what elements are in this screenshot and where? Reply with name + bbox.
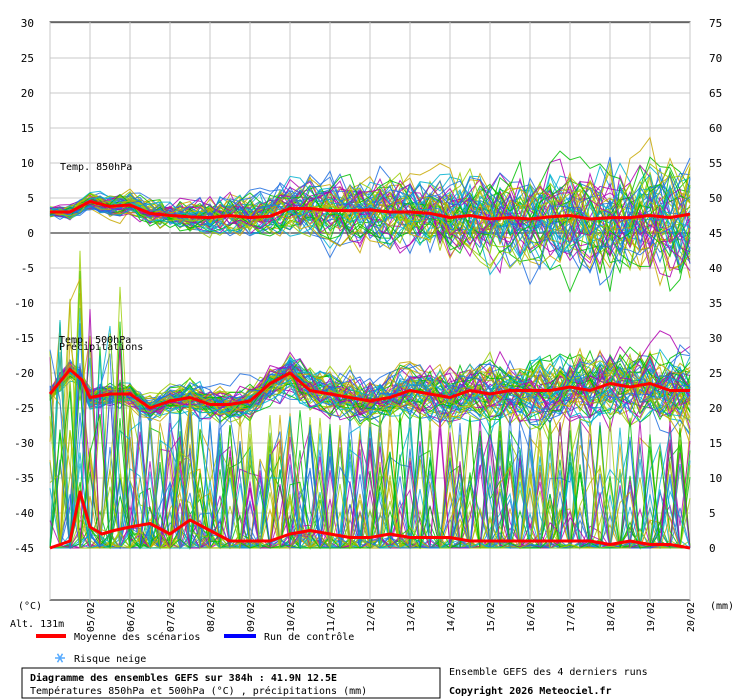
footer-subtitle: Températures 850hPa et 500hPa (°C) , pré… [30,685,367,697]
x-tick-label: 12/02 [366,602,377,632]
x-tick-label: 08/02 [206,602,217,632]
ensemble-member-line [49,355,691,423]
x-tick-label: 15/02 [486,602,497,632]
left-tick-label: -30 [14,437,34,450]
x-tick-label: 20/02 [686,602,697,632]
left-tick-label: -20 [14,367,34,380]
ensemble-precip-line [49,349,691,549]
x-tick-label: 19/02 [646,602,657,632]
left-tick-label: -5 [21,262,34,275]
right-tick-label: 40 [709,262,722,275]
footer-title: Diagramme des ensembles GEFS sur 384h : … [30,672,337,684]
right-tick-label: 55 [709,157,722,170]
x-tick-label: 07/02 [166,602,177,632]
right-axis-unit: (mm) [710,601,734,612]
ensemble-member-line [49,353,691,424]
right-tick-label: 75 [709,17,722,30]
right-tick-label: 20 [709,402,722,415]
left-tick-label: 20 [21,87,34,100]
left-axis-unit: (°C) [18,601,42,612]
ensemble-member-line [49,363,691,436]
mean-line-t850 [50,200,691,221]
x-tick-label: 17/02 [566,602,577,632]
panel-label-t850: Temp. 850hPa [60,162,132,173]
ensemble-precip-line [50,437,691,550]
x-tick-label: 16/02 [526,602,537,632]
x-tick-label: 11/02 [326,602,337,632]
x-tick-label: 18/02 [606,602,617,632]
ensemble-member-line [49,167,691,266]
left-tick-label: -10 [14,297,34,310]
mean-lines [48,200,691,550]
left-tick-label: 10 [21,157,34,170]
ensemble-member-line [49,170,691,271]
ensemble-member-line [49,365,691,438]
right-tick-label: 60 [709,122,722,135]
ensemble-note: Ensemble GEFS des 4 derniers runs [449,667,648,678]
right-tick-label: 70 [709,52,722,65]
mean-line-precip [49,490,691,550]
footer-title-box [21,667,441,699]
right-tick-label: 50 [709,192,722,205]
panel-label-precip: Précipitations [59,341,143,353]
legend-mean-label: Moyenne des scénarios [74,631,200,643]
ensemble-member-line [49,182,691,258]
ensemble-member-line [49,180,691,272]
legend-control-swatch [224,634,256,638]
snowflake-icon [55,653,65,663]
altitude-label: Alt. 131m [10,619,64,630]
ensemble-member-line [49,365,691,429]
left-tick-label: -25 [14,402,34,415]
right-tick-label: 25 [709,367,722,380]
x-axis-ticks: 05/02 06/02 07/02 08/02 09/02 10/02 11/02 12/02… [86,602,697,632]
x-tick-label: 06/02 [126,602,137,632]
left-tick-label: 25 [21,52,34,65]
ensemble-precip-line [49,419,691,550]
ensemble-precip-line [50,405,691,550]
left-tick-label: 5 [27,192,34,205]
x-tick-label: 10/02 [286,602,297,632]
copyright: Copyright 2026 Meteociel.fr [449,685,612,697]
right-tick-label: 10 [709,472,722,485]
legend-mean-swatch [36,634,66,638]
x-tick-label: 09/02 [246,602,257,632]
right-tick-label: 30 [709,332,722,345]
left-tick-label: 15 [21,122,34,135]
right-tick-label: 35 [709,297,722,310]
left-tick-label: 30 [21,17,34,30]
right-tick-label: 65 [709,87,722,100]
left-tick-label: 0 [27,227,34,240]
right-tick-label: 5 [709,507,716,520]
mean-line-t500 [48,368,690,410]
left-tick-label: -15 [14,332,34,345]
panel-label-t500: Temp. 500hPa [59,335,131,346]
x-tick-label: 13/02 [406,602,417,632]
ensemble-precip-line [49,416,691,550]
left-tick-label: -45 [14,542,34,555]
ensemble-member-line [49,180,691,264]
x-tick-label: 14/02 [446,602,457,632]
right-tick-label: 45 [709,227,722,240]
left-axis-ticks: 30 25 20 15 10 5 0 -5 -10 -15 -20 -25 -30 -35 -40 -45 [14,17,34,555]
legend-control-label: Run de contrôle [264,631,354,643]
ensemble-member-line [49,162,691,238]
x-tick-label: 05/02 [86,602,97,632]
ensemble-member-line [49,358,691,424]
ensemble-precip-line [49,391,690,550]
ensemble-member-line [49,184,691,241]
left-tick-label: -40 [14,507,34,520]
ensemble-member-line [49,352,691,422]
legend-snow-label: Risque neige [74,654,146,665]
left-tick-label: -35 [14,472,34,485]
right-tick-label: 0 [709,542,716,555]
right-tick-label: 15 [709,437,722,450]
